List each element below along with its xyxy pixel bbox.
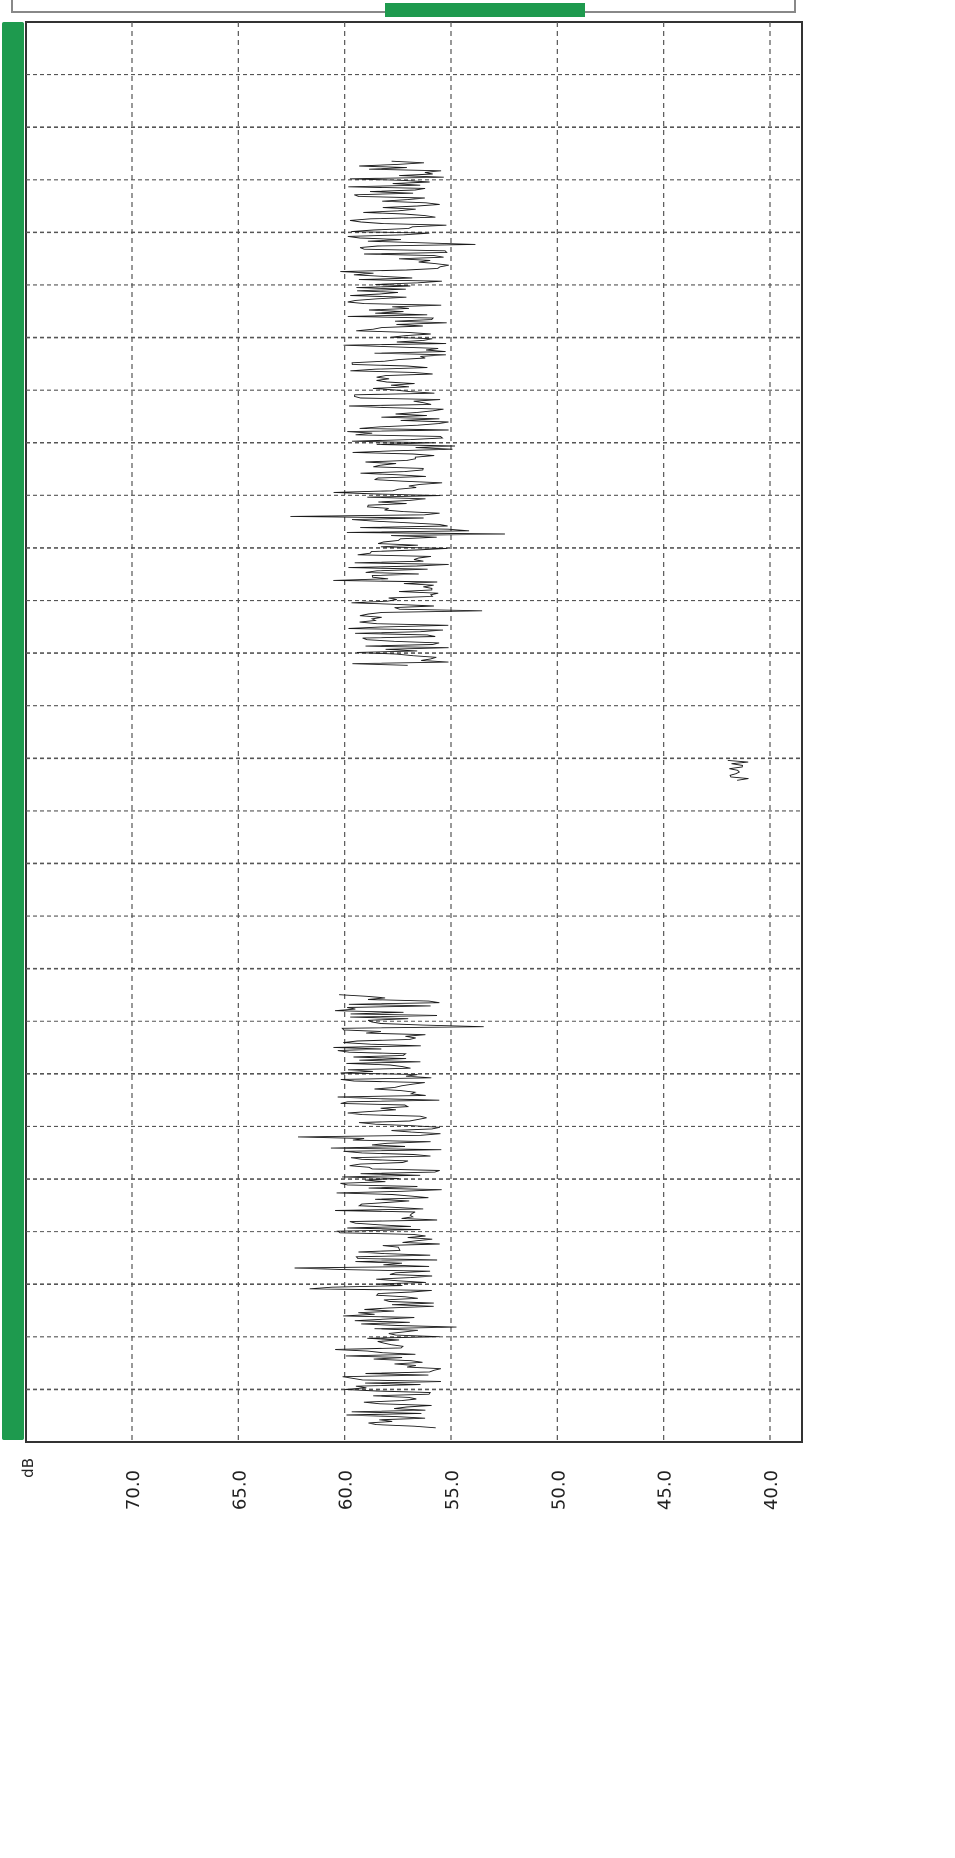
trace-segment [290, 160, 505, 666]
tick-label: 45.0 [655, 1470, 676, 1510]
tick-label: 40.0 [761, 1470, 782, 1510]
top-scroll-thumb[interactable] [385, 3, 585, 17]
tick-labels: 70.0 65.0 60.0 55.0 50.0 45.0 40.0 [123, 1470, 782, 1510]
trace-segment [294, 994, 484, 1429]
tick-label: 65.0 [229, 1470, 250, 1510]
plot-frame [25, 21, 803, 1443]
tick-label: 60.0 [336, 1470, 357, 1510]
trace-layer [290, 160, 749, 1429]
trace-segment [727, 759, 749, 781]
tick-label: 50.0 [548, 1470, 569, 1510]
tick-label: 70.0 [123, 1470, 144, 1510]
tick-label: 55.0 [442, 1470, 463, 1510]
left-scroll-bar[interactable] [2, 22, 24, 1440]
grid-lines [26, 22, 802, 1442]
unit-label: dB [19, 1458, 37, 1478]
